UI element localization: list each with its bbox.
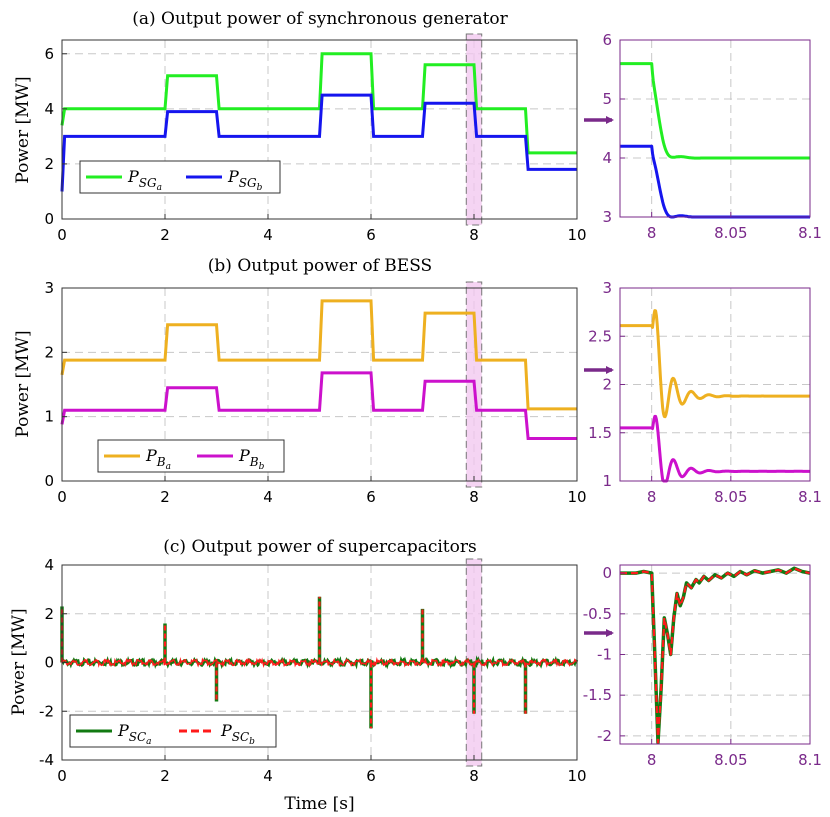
y-tick-label: 4 [44, 100, 54, 118]
axes-box-b [61, 287, 578, 482]
zoom-highlight-box [465, 33, 483, 226]
x-tick-label: 4 [263, 488, 273, 506]
zoom-y-tick-label: 1 [602, 472, 612, 490]
x-tick-label: 4 [263, 226, 273, 244]
zoom-y-tick-label: 6 [602, 31, 612, 49]
zoom-y-tick-label: -1.5 [583, 686, 612, 704]
zoom-x-tick-label: 8 [647, 224, 657, 242]
series-line-P_Ba [60, 299, 577, 411]
chart-a: 0 2 4 6 8 10 0 2 4 6 (a) Output power of synchrono… [13, 9, 822, 244]
zoom-y-tick-label: 4 [602, 149, 612, 167]
zoom-y-tick-label: -0.5 [583, 605, 612, 623]
y-tick-label: 2 [44, 155, 54, 173]
x-tick-label: 2 [160, 226, 170, 244]
x-tick-label: 4 [263, 767, 273, 785]
y-axis-label-b: Power [MW] [13, 330, 33, 437]
zoom-y-tick-label: -1 [597, 646, 612, 664]
x-tick-label: 2 [160, 767, 170, 785]
zoom-series-line-P_Bb [619, 414, 811, 483]
zoom-x-tick-label: 8.05 [714, 488, 747, 506]
zoom-x-tick-label: 8 [647, 488, 657, 506]
x-tick-label: 6 [366, 226, 376, 244]
y-axis-label-c: Power [MW] [9, 608, 29, 715]
zoom-series-line-P_SCb [620, 567, 811, 744]
series-line-P_SGa [60, 52, 577, 155]
zoom-x-tick-label: 8.1 [798, 488, 822, 506]
y-tick-label: 3 [44, 279, 54, 297]
y-tick-label: 0 [44, 210, 54, 228]
y-tick-label: 2 [44, 343, 54, 361]
zoom-y-tick-label: 0 [602, 564, 612, 582]
x-tick-label: 6 [366, 488, 376, 506]
x-tick-label: 0 [57, 488, 67, 506]
y-tick-label: 0 [44, 654, 54, 672]
x-tick-label: 8 [469, 488, 479, 506]
y-tick-label: 4 [44, 556, 54, 574]
chart-b: 0 2 4 6 8 10 0 1 2 3 (b) Output power of BESS Power… [13, 256, 822, 506]
zoom-x-tick-label: 8.05 [714, 224, 747, 242]
chart-title-c: (c) Output power of supercapacitors [163, 537, 476, 557]
zoom-y-tick-label: -2 [597, 727, 612, 745]
chart-title-b: (b) Output power of BESS [208, 256, 432, 276]
zoom-series-line-P_Ba [619, 309, 811, 419]
zoom-axes-box-a [619, 39, 811, 218]
x-tick-label: 10 [567, 226, 586, 244]
zoom-y-tick-label: 2.5 [588, 327, 612, 345]
zoom-series-line-P_SGa [619, 62, 811, 160]
zoom-y-tick-label: 3 [602, 208, 612, 226]
x-tick-label: 6 [366, 767, 376, 785]
y-tick-label: 2 [44, 605, 54, 623]
series-line-P_SCb [61, 656, 578, 668]
y-tick-label: -2 [39, 702, 54, 720]
y-tick-label: 0 [44, 472, 54, 490]
x-axis-label: Time [s] [284, 794, 354, 814]
x-tick-label: 0 [57, 226, 67, 244]
x-tick-label: 8 [469, 226, 479, 244]
series-line-P_Bb [60, 371, 577, 440]
x-tick-label: 0 [57, 767, 67, 785]
y-tick-label: 1 [44, 408, 54, 426]
chart-c: 0 2 4 6 8 10 -4 -2 0 2 4 (c) Output power of superc… [9, 537, 822, 814]
zoom-y-tick-label: 2 [602, 376, 612, 394]
zoom-y-tick-label: 1.5 [588, 424, 612, 442]
zoom-x-tick-label: 8.1 [798, 224, 822, 242]
zoom-y-tick-label: 3 [602, 279, 612, 297]
zoom-x-tick-label: 8.1 [798, 751, 822, 769]
zoom-plot-area-a [620, 40, 810, 217]
y-axis-label-a: Power [MW] [13, 76, 33, 183]
axes-box-a [61, 39, 578, 220]
x-tick-label: 2 [160, 488, 170, 506]
x-tick-label: 10 [567, 767, 586, 785]
y-tick-label: -4 [39, 751, 54, 769]
x-tick-label: 10 [567, 488, 586, 506]
zoom-x-tick-label: 8.05 [714, 751, 747, 769]
x-tick-label: 8 [469, 767, 479, 785]
chart-title-a: (a) Output power of synchronous generato… [132, 9, 508, 29]
series-line-P_SGb [60, 93, 577, 192]
y-tick-label: 6 [44, 45, 54, 63]
zoom-y-tick-label: 5 [602, 90, 612, 108]
zoom-x-tick-label: 8 [647, 751, 657, 769]
